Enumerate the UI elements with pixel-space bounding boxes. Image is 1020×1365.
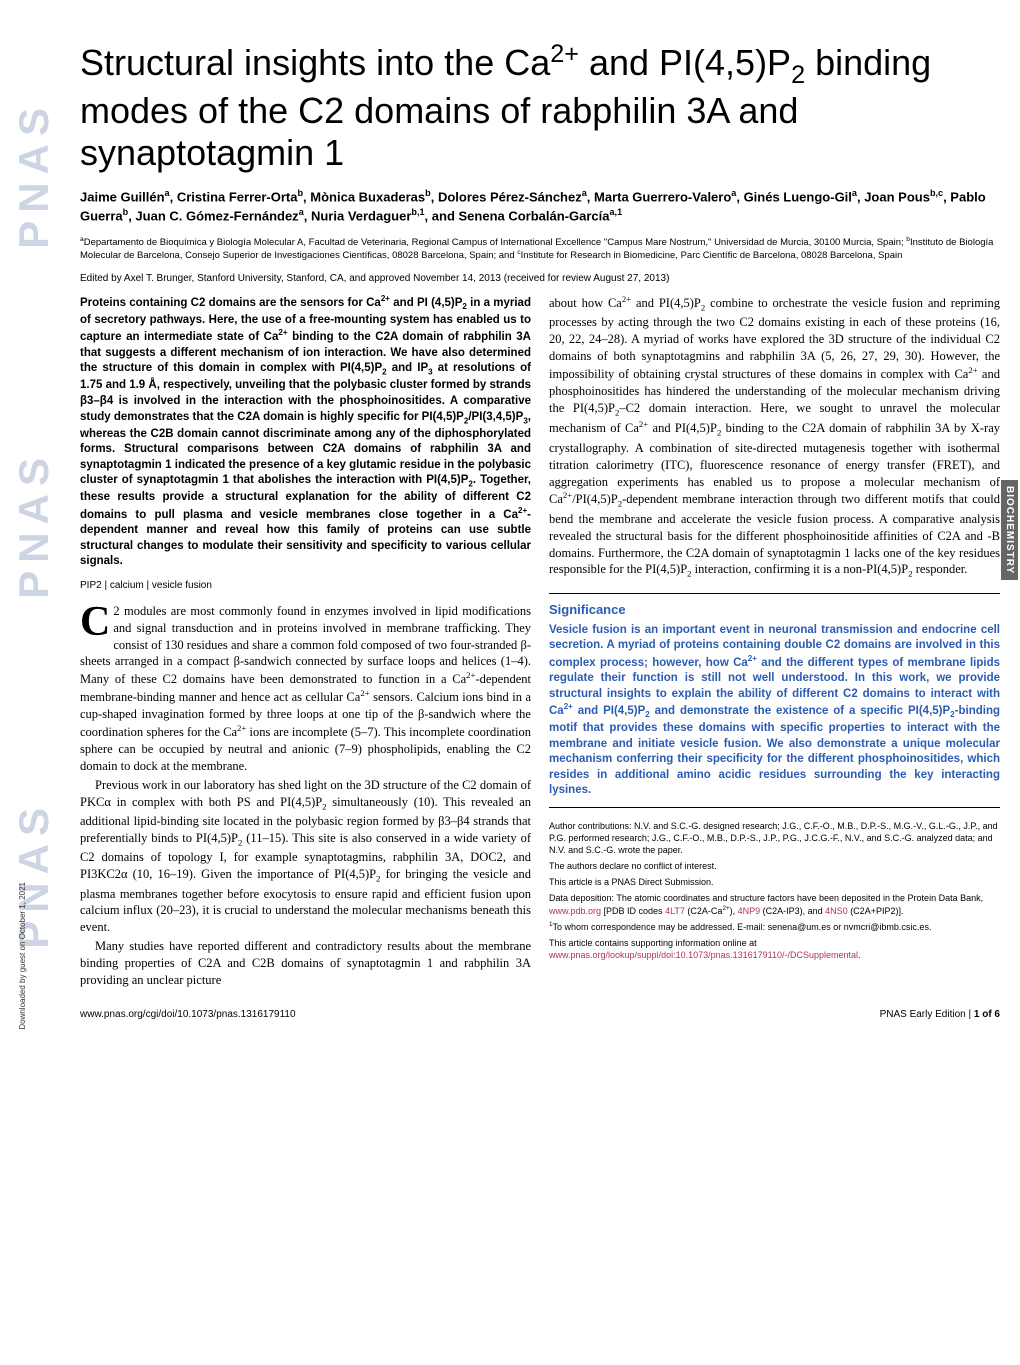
download-note: Downloaded by guest on October 1, 2021 bbox=[18, 882, 27, 1030]
data-deposition-note: Data deposition: The atomic coordinates … bbox=[549, 892, 1000, 916]
supplemental-note: This article contains supporting informa… bbox=[549, 937, 1000, 961]
edited-by: Edited by Axel T. Brunger, Stanford Univ… bbox=[80, 273, 1000, 284]
dropcap: C bbox=[80, 603, 113, 641]
article-title: Structural insights into the Ca2+ and PI… bbox=[80, 40, 1000, 173]
body-column-right: about how Ca2+ and PI(4,5)P2 combine to … bbox=[549, 294, 1000, 581]
conflict-note: The authors declare no conflict of inter… bbox=[549, 860, 1000, 872]
abstract: Proteins containing C2 domains are the s… bbox=[80, 294, 531, 570]
significance-title: Significance bbox=[549, 602, 1000, 617]
footnotes: Author contributions: N.V. and S.C.-G. d… bbox=[549, 820, 1000, 961]
page-footer: www.pnas.org/cgi/doi/10.1073/pnas.131617… bbox=[80, 1009, 1000, 1050]
author-list: Jaime Guilléna, Cristina Ferrer-Ortab, M… bbox=[80, 187, 1000, 226]
affiliations: aDepartamento de Bioquímica y Biología M… bbox=[80, 236, 1000, 263]
significance-box: Significance Vesicle fusion is an import… bbox=[549, 593, 1000, 808]
footer-doi: www.pnas.org/cgi/doi/10.1073/pnas.131617… bbox=[80, 1009, 296, 1020]
footer-page: PNAS Early Edition | 1 of 6 bbox=[880, 1009, 1000, 1020]
keywords: PIP2 | calcium | vesicle fusion bbox=[80, 580, 531, 591]
direct-submission-note: This article is a PNAS Direct Submission… bbox=[549, 876, 1000, 888]
pnas-watermark: PNAS bbox=[10, 100, 60, 249]
significance-body: Vesicle fusion is an important event in … bbox=[549, 623, 1000, 799]
section-label: BIOCHEMISTRY bbox=[1001, 480, 1018, 580]
body-column-left: C2 modules are most commonly found in en… bbox=[80, 603, 531, 989]
author-contributions: Author contributions: N.V. and S.C.-G. d… bbox=[549, 820, 1000, 856]
correspondence-note: 1To whom correspondence may be addressed… bbox=[549, 921, 1000, 933]
pnas-watermark: PNAS bbox=[10, 450, 60, 599]
